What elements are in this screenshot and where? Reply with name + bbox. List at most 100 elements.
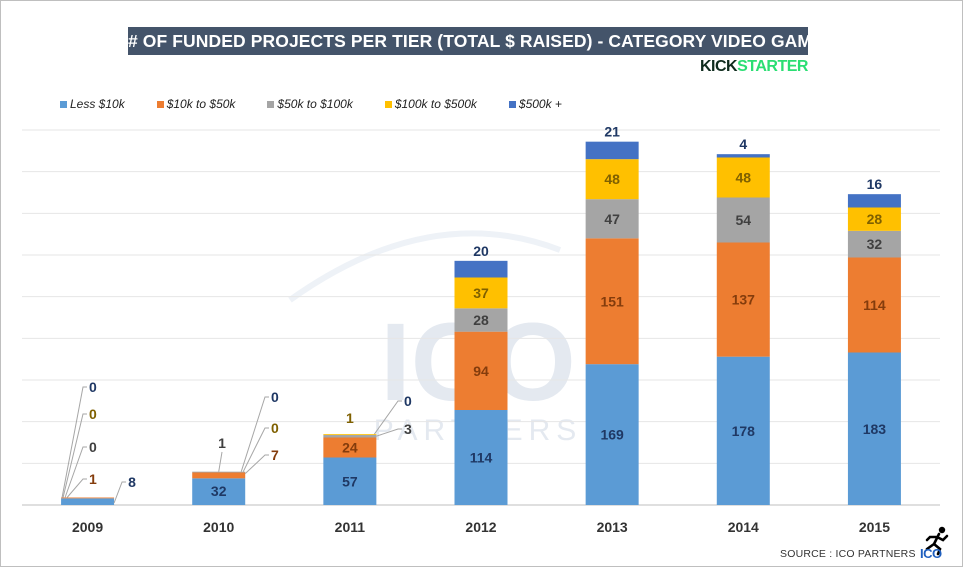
x-tick-label: 2015 [859,519,890,535]
data-label: 1 [89,471,97,487]
bar-segment [192,472,246,479]
legend-item: $100k to $500k [384,96,477,111]
leader-line [244,454,269,475]
leader-line [62,413,87,498]
bar-segment [716,154,770,158]
data-label: 8 [128,474,136,490]
bar-segment [585,364,639,505]
data-label: 3 [404,421,412,437]
kickstarter-logo-part1: KICK [700,58,738,75]
bar-segment [192,478,246,505]
bar-segment [585,159,639,200]
bar-segment [847,230,901,258]
bar-segment [192,471,246,473]
leader-line [66,478,87,498]
bar-segment [454,331,508,410]
legend-swatch [267,101,275,109]
bar-segment [454,260,508,278]
data-label: 169 [600,427,624,443]
data-label: 48 [604,171,620,187]
bar-segment [716,157,770,198]
chart-legend: Less $10k $10k to $50k $50k to $100k $100k … [60,96,594,114]
bar-segment [847,194,901,208]
leader-line [64,446,87,498]
bar-segment [61,498,115,505]
data-label: 4 [739,136,747,152]
bar-segment [716,242,770,357]
watermark-swoosh [288,230,562,303]
data-label: 28 [473,312,489,328]
bar-segment [454,410,508,505]
data-label: 137 [732,292,756,308]
x-tick-label: 2014 [728,519,759,535]
running-man-icon [925,526,949,556]
data-label: 54 [735,212,751,228]
data-label: 7 [271,447,279,463]
bar-segment [585,238,639,365]
bar-segment [323,434,377,435]
data-label: 0 [89,439,97,455]
leader-line [242,427,269,472]
bar-segment [323,437,377,458]
leader-line [240,396,269,472]
bar-segment [585,141,639,160]
data-label: 37 [473,285,489,301]
data-label: 57 [342,473,358,489]
kickstarter-logo: KICKSTARTER [700,58,808,78]
x-tick-label: 2009 [72,519,103,535]
bar-segment [323,457,377,505]
legend-label: Less $10k [70,96,125,111]
x-tick-label: 2011 [335,519,366,535]
data-label: 28 [867,211,883,227]
data-label: 0 [404,393,412,409]
data-label: 47 [604,211,620,227]
data-label: 32 [867,236,883,252]
legend-swatch [156,101,164,109]
data-label: 0 [271,389,279,405]
bar-segment [847,352,901,505]
data-label: 94 [473,363,489,379]
data-label: 1 [218,435,226,451]
data-label: 0 [89,406,97,422]
leader-line [113,481,127,504]
x-tick-label: 2010 [203,519,234,535]
bar-segment [454,277,508,309]
data-label: 151 [600,293,624,309]
legend-item: $500k + [508,96,562,111]
legend-label: $100k to $500k [394,96,477,111]
x-tick-label: 2013 [597,519,628,535]
leader-line [373,400,402,435]
data-label: 24 [342,440,358,456]
data-label: 20 [473,243,489,259]
data-label: 178 [732,423,756,439]
legend-swatch [384,101,392,109]
x-tick-label: 2012 [465,519,496,535]
legend-item: $50k to $100k [267,96,353,111]
data-label: 21 [604,124,620,140]
legend-item: Less $10k [60,97,125,111]
kickstarter-logo-part2: STARTER [737,58,808,75]
legend-swatch [60,101,67,109]
bar-segment [323,435,377,438]
legend-swatch [508,101,516,109]
leader-line [218,451,223,472]
bar-segment [454,308,508,332]
legend-label: $50k to $100k [277,96,353,111]
bar-segment [716,356,770,505]
data-label: 183 [863,421,887,437]
data-label: 32 [211,483,227,499]
data-label: 1 [346,410,354,426]
data-label: 0 [271,420,279,436]
legend-label: $500k + [518,96,562,111]
data-label: 114 [863,297,886,313]
data-label: 0 [89,379,97,395]
data-label: 114 [470,450,493,466]
bar-segment [716,197,770,243]
source-note: SOURCE : ICO PARTNERS [780,548,916,560]
leader-line [61,386,87,498]
ico-logo-text: ICO [920,546,942,561]
chart-title: # OF FUNDED PROJECTS PER TIER (TOTAL $ R… [128,27,836,55]
bar-segment [61,497,115,499]
bar-segment [847,207,901,231]
